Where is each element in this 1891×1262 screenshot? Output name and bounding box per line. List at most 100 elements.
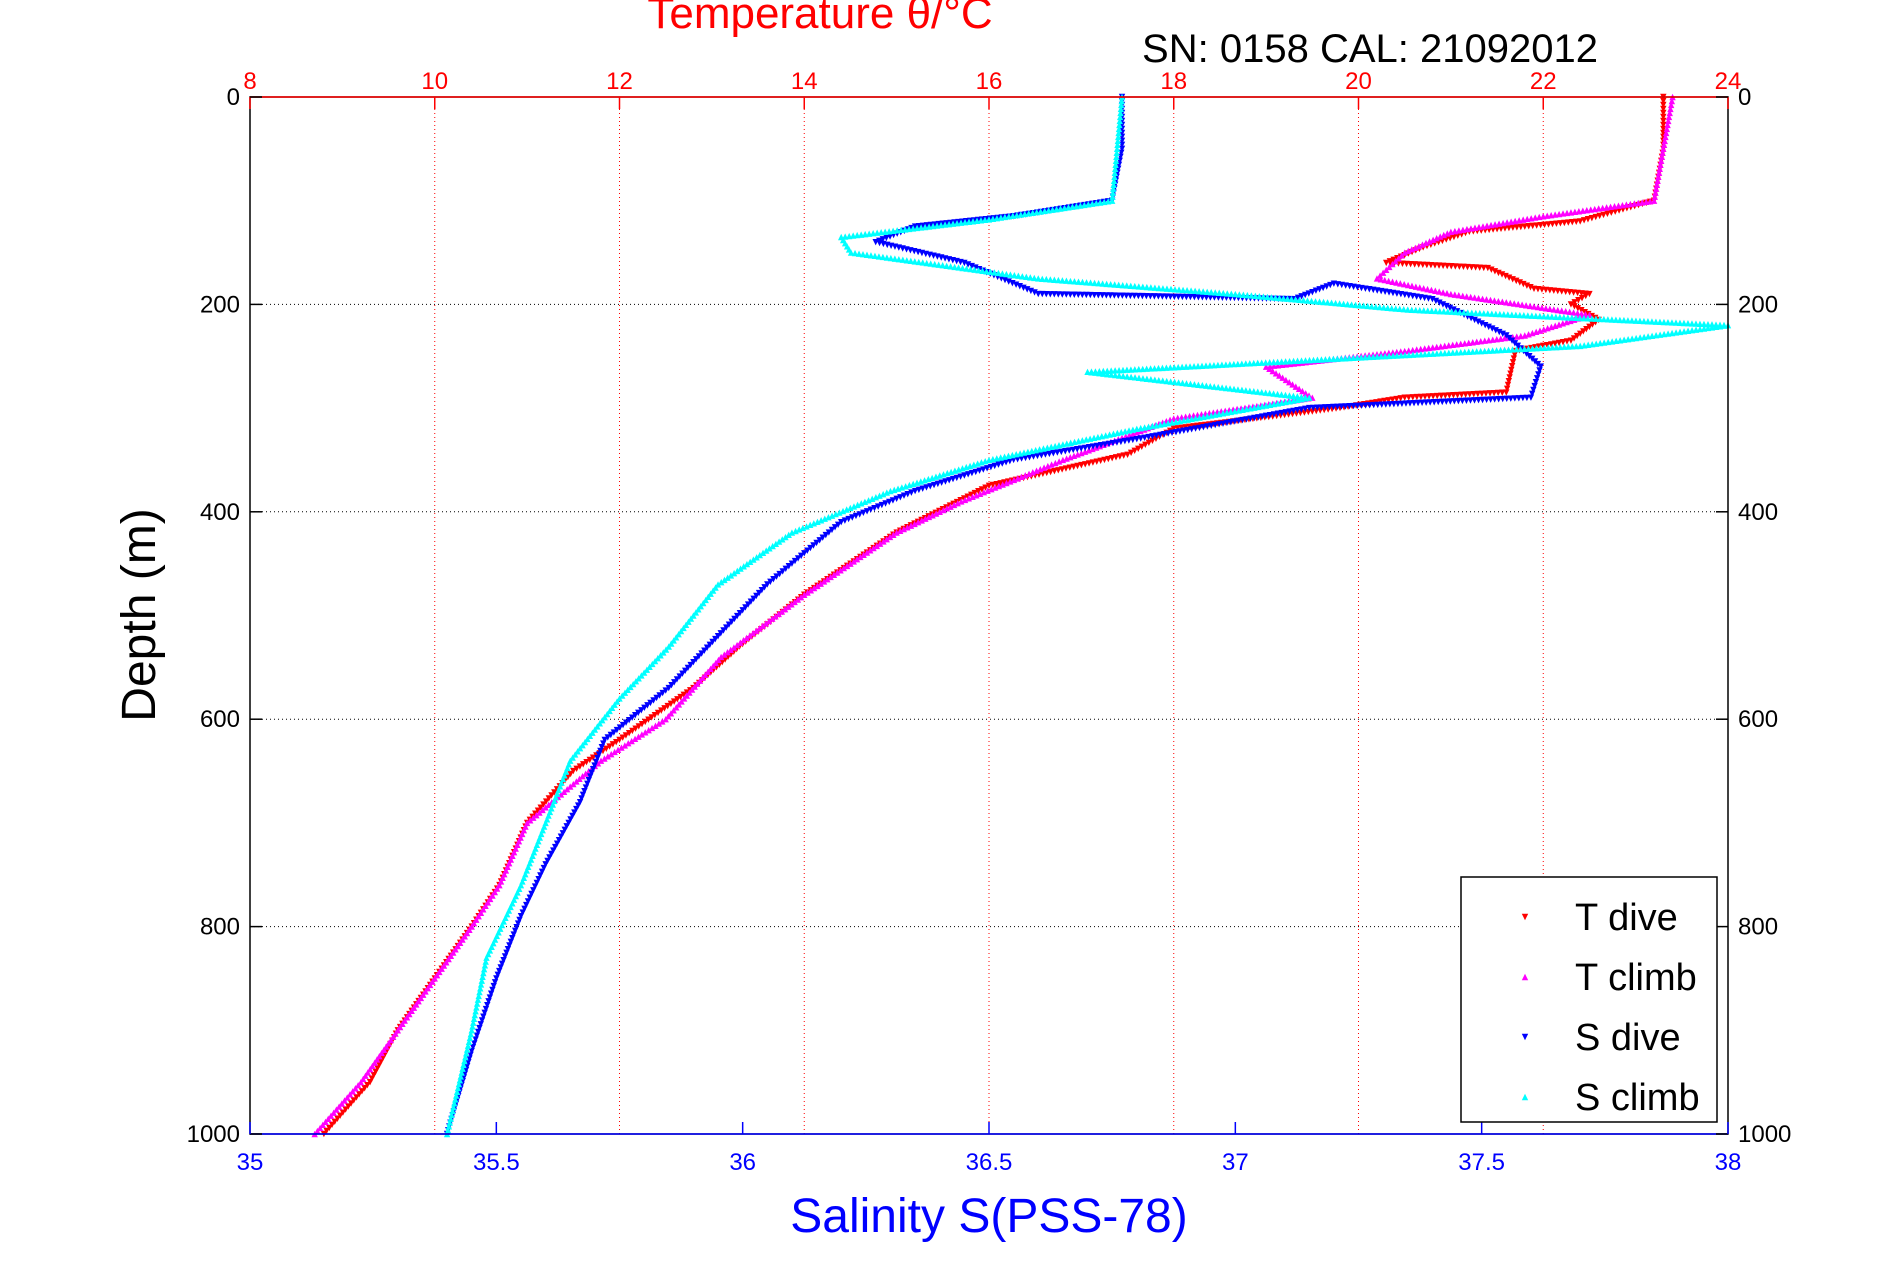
data-point [925, 223, 933, 230]
data-point [537, 872, 544, 879]
data-point [1471, 294, 1478, 301]
data-point [1440, 308, 1447, 315]
data-point [843, 506, 850, 513]
data-point [890, 531, 897, 538]
data-point [1200, 413, 1207, 421]
data-point [1660, 117, 1667, 125]
data-point [1195, 287, 1203, 295]
data-point [1500, 311, 1508, 318]
data-point [1536, 367, 1543, 374]
data-point [1111, 165, 1119, 172]
data-point [1214, 383, 1222, 391]
data-point [1194, 362, 1202, 370]
data-point [597, 747, 604, 755]
data-point [1665, 117, 1672, 125]
data-point [451, 1100, 458, 1107]
data-point [1112, 157, 1120, 165]
data-point [820, 578, 828, 585]
tick-label-salinity: 36 [729, 1149, 756, 1176]
data-point [995, 482, 1003, 490]
data-point [1437, 343, 1444, 350]
data-point [697, 602, 704, 610]
data-point [894, 485, 902, 492]
data-point [1278, 361, 1286, 369]
data-point [1360, 302, 1367, 309]
data-point [594, 755, 601, 762]
data-point [1444, 308, 1451, 315]
salinity-axis-label: Salinity S(PSS-78) [790, 1190, 1187, 1243]
data-point [974, 460, 981, 467]
data-point [1572, 314, 1580, 321]
data-point [455, 1080, 463, 1088]
data-point [1334, 355, 1341, 362]
data-point [526, 894, 533, 901]
data-point [1127, 282, 1134, 289]
data-point [662, 646, 670, 653]
data-point [457, 1073, 464, 1080]
data-point [1373, 353, 1381, 360]
data-point [530, 814, 537, 821]
data-point [883, 536, 890, 543]
data-point [985, 482, 993, 490]
data-point [785, 563, 793, 570]
data-point [559, 830, 567, 837]
data-point [704, 593, 712, 601]
data-point [1584, 315, 1592, 322]
data-point [1288, 295, 1295, 303]
data-point [1499, 298, 1506, 305]
data-point [714, 581, 722, 588]
data-point [1571, 303, 1578, 310]
data-point [1208, 412, 1215, 419]
data-point [1437, 233, 1444, 240]
data-point [1320, 298, 1327, 306]
data-point [1481, 337, 1488, 344]
data-point [607, 731, 615, 739]
data-point [1104, 370, 1111, 378]
data-point [836, 509, 843, 516]
data-point [1503, 219, 1511, 226]
data-point [1152, 435, 1160, 443]
data-point [925, 513, 933, 521]
data-point [480, 1013, 487, 1020]
data-point [1416, 306, 1423, 314]
data-point [1312, 298, 1319, 305]
data-point [513, 924, 520, 931]
data-point [1310, 356, 1317, 364]
data-point [1412, 306, 1419, 314]
data-point [1346, 354, 1353, 362]
data-point [1027, 274, 1034, 281]
data-point [579, 773, 586, 780]
data-point [1521, 1033, 1529, 1041]
data-point [573, 778, 580, 785]
data-point [1383, 266, 1390, 274]
data-point [1662, 133, 1669, 141]
tick-label-salinity: 36.5 [966, 1149, 1013, 1176]
data-point [1432, 297, 1440, 305]
data-point [1250, 359, 1257, 367]
data-point [1083, 436, 1090, 443]
data-point [1396, 305, 1403, 313]
data-point [1069, 203, 1076, 210]
data-point [1041, 207, 1048, 215]
data-point [1576, 314, 1584, 322]
data-point [370, 1072, 377, 1079]
data-point [1029, 209, 1036, 216]
data-point [1481, 347, 1488, 355]
data-point [1274, 358, 1281, 366]
data-point [325, 1115, 332, 1122]
data-point [1262, 359, 1269, 366]
data-point [1093, 199, 1100, 207]
data-point [1151, 376, 1159, 383]
data-point [791, 557, 799, 565]
data-point [1574, 309, 1581, 317]
data-point [1716, 323, 1724, 330]
data-point [1469, 348, 1476, 355]
data-point [1540, 213, 1547, 220]
data-point [821, 515, 828, 522]
data-point [1528, 215, 1535, 222]
data-point [632, 712, 639, 719]
data-point [1071, 438, 1078, 446]
data-point [1005, 452, 1012, 460]
data-point [1471, 316, 1478, 324]
data-point [1227, 408, 1235, 416]
